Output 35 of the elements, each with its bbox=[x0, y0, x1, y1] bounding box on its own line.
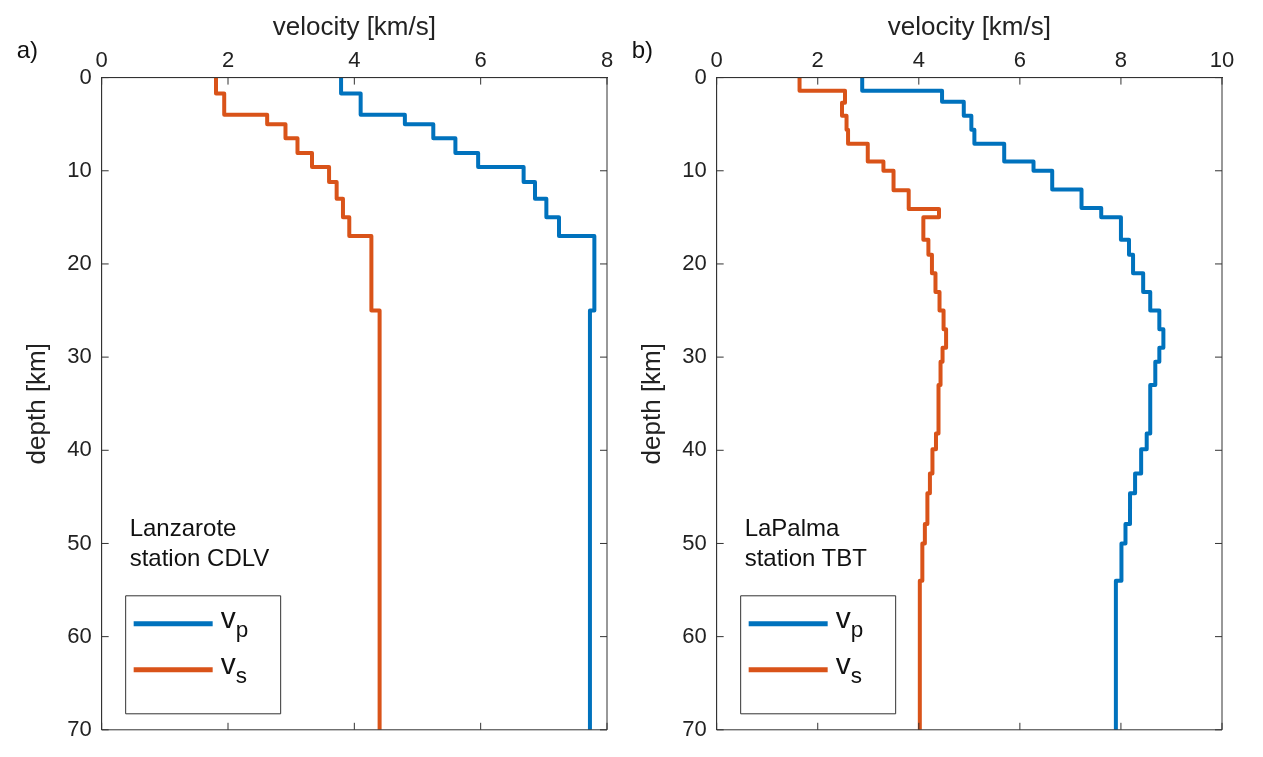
y-tick-label: 40 bbox=[67, 436, 92, 462]
y-axis-title: depth [km] bbox=[635, 343, 666, 465]
x-tick-label: 10 bbox=[1209, 47, 1235, 73]
x-tick-label: 0 bbox=[710, 47, 723, 73]
x-tick-label: 2 bbox=[221, 47, 235, 73]
y-tick-label: 0 bbox=[694, 63, 707, 89]
x-tick-label: 6 bbox=[1013, 47, 1026, 73]
y-tick-label: 60 bbox=[67, 622, 92, 648]
x-tick-label: 2 bbox=[811, 47, 824, 73]
y-tick-label: 70 bbox=[67, 715, 92, 741]
y-axis-title: depth [km] bbox=[20, 343, 51, 465]
y-tick-label: 70 bbox=[682, 715, 707, 741]
x-axis-title: velocity [km/s] bbox=[887, 10, 1051, 41]
y-tick-label: 50 bbox=[67, 529, 92, 555]
x-axis-title: velocity [km/s] bbox=[272, 10, 436, 41]
y-tick-label: 30 bbox=[682, 343, 707, 369]
y-tick-label: 60 bbox=[682, 622, 707, 648]
y-tick-label: 30 bbox=[67, 343, 92, 369]
y-tick-label: 20 bbox=[682, 250, 707, 276]
annotation: LaPalma station TBT bbox=[744, 513, 868, 571]
x-tick-label: 8 bbox=[600, 47, 614, 73]
x-tick-label: 8 bbox=[1114, 47, 1128, 73]
x-tick-label: 0 bbox=[95, 47, 108, 73]
chart-title: a) bbox=[16, 36, 39, 64]
y-tick-label: 50 bbox=[682, 529, 707, 555]
chart-title: b) bbox=[631, 36, 654, 64]
y-tick-label: 40 bbox=[682, 436, 707, 462]
y-tick-label: 0 bbox=[79, 63, 92, 89]
y-tick-label: 20 bbox=[67, 250, 92, 276]
y-tick-label: 10 bbox=[67, 156, 92, 182]
x-tick-label: 4 bbox=[912, 47, 925, 73]
x-tick-label: 6 bbox=[474, 47, 487, 73]
annotation: Lanzarote station CDLV bbox=[129, 513, 270, 571]
x-tick-label: 4 bbox=[348, 47, 361, 73]
y-tick-label: 10 bbox=[682, 156, 707, 182]
